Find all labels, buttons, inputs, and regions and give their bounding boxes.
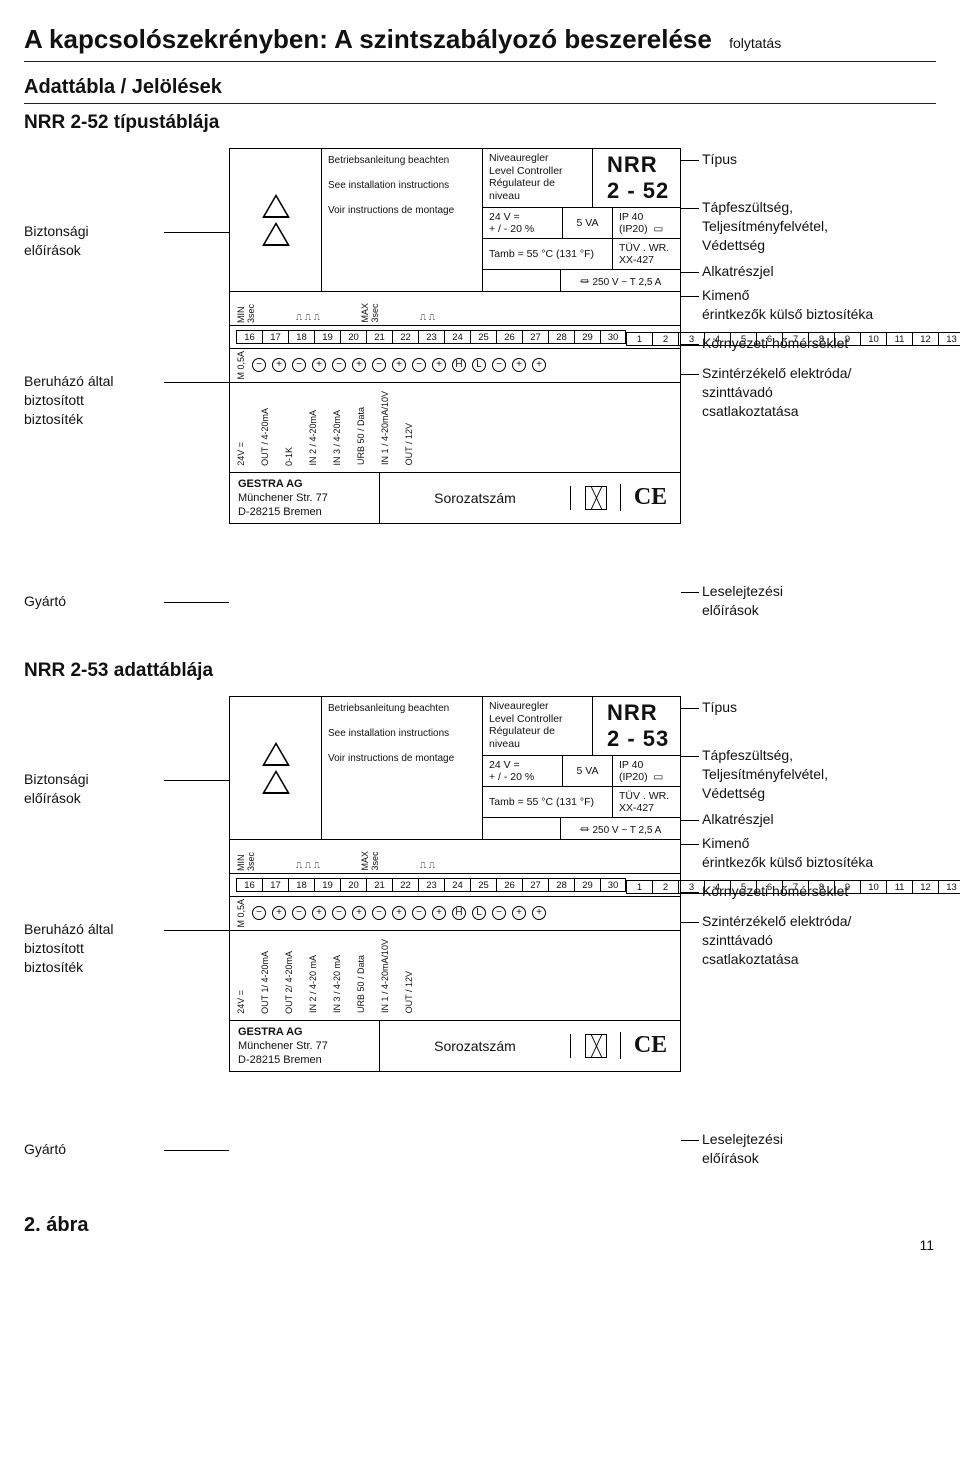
- serial-number: Sorozatszám: [380, 1030, 570, 1062]
- diagram: Betriebsanleitung beachtenSee installati…: [24, 690, 936, 1200]
- callout-left: Beruházó által biztosított biztosíték: [24, 920, 164, 977]
- callout-right: Leselejtezési előírások: [702, 1130, 932, 1168]
- tamb: Tamb = 55 °C (131 °F): [483, 239, 613, 269]
- callout-right: Típus: [702, 150, 932, 169]
- cert-number: TÜV . WR. XX-427: [613, 239, 680, 269]
- output-fuse: ⏛ 250 V ~ T 2,5 A: [560, 818, 680, 839]
- instructions-text: Betriebsanleitung beachtenSee installati…: [322, 149, 482, 291]
- page-number: 11: [919, 1237, 934, 1253]
- continued-label: folytatás: [729, 35, 781, 51]
- polarity-row: M 0,5A −+ −+ −+ −+ −+ HL −+ +: [230, 349, 680, 383]
- device-type: NiveaureglerLevel ControllerRégulateur d…: [483, 697, 593, 755]
- callout-right: Tápfeszültség, Teljesítményfelvétel, Véd…: [702, 746, 932, 803]
- callout-right: Kimenő érintkezők külső biztosítéka: [702, 286, 932, 324]
- weee-icon: [570, 486, 620, 510]
- ce-mark: CE: [620, 484, 680, 511]
- callout-right: Kimenő érintkezők külső biztosítéka: [702, 834, 932, 872]
- terminal-block: 1617181920212223242526272829301234567891…: [230, 326, 680, 349]
- callout-right: Környezeti hőmérséklet: [702, 334, 932, 353]
- callout-right: Szintérzékelő elektróda/ szinttávadó csa…: [702, 912, 932, 969]
- internal-fuse: M 0,5A: [236, 899, 246, 928]
- power: 5 VA: [563, 756, 613, 786]
- callout-left: Biztonsági előírások: [24, 222, 164, 260]
- model-number: NRR 2 - 53: [593, 697, 680, 755]
- subtitle: Adattábla / Jelölések: [24, 76, 936, 104]
- output-fuse: ⏛ 250 V ~ T 2,5 A: [560, 270, 680, 291]
- relay-symbols: MIN3sec⎍ ⎍ ⎍MAX3sec⎍ ⎍: [230, 292, 680, 326]
- callout-left: Gyártó: [24, 1140, 164, 1159]
- section-caption: NRR 2-53 adattáblája: [24, 660, 936, 682]
- instructions-text: Betriebsanleitung beachtenSee installati…: [322, 697, 482, 839]
- callout-right: Tápfeszültség, Teljesítményfelvétel, Véd…: [702, 198, 932, 255]
- voltage: 24 V = + / - 20 %: [483, 208, 563, 238]
- ip-rating: IP 40 (IP20) ▭: [613, 756, 680, 786]
- callout-right: Szintérzékelő elektróda/ szinttávadó csa…: [702, 364, 932, 421]
- weee-icon: [570, 1034, 620, 1058]
- ce-mark: CE: [620, 1032, 680, 1059]
- manufacturer: GESTRA AGMünchener Str. 77D-28215 Bremen: [230, 1021, 380, 1072]
- shock-icon: [262, 770, 290, 794]
- ip-rating: IP 40 (IP20) ▭: [613, 208, 680, 238]
- figure-caption: 2. ábra: [24, 1214, 936, 1237]
- terminal-block: 1617181920212223242526272829301234567891…: [230, 874, 680, 897]
- voltage: 24 V = + / - 20 %: [483, 756, 563, 786]
- tamb: Tamb = 55 °C (131 °F): [483, 787, 613, 817]
- page-title: A kapcsolószekrényben: A szintszabályozó…: [24, 24, 936, 62]
- warning-icon: [262, 742, 290, 766]
- callout-left: Beruházó által biztosított biztosíték: [24, 372, 164, 429]
- callout-left: Gyártó: [24, 592, 164, 611]
- shock-icon: [262, 222, 290, 246]
- model-number: NRR 2 - 52: [593, 149, 680, 207]
- nameplate: Betriebsanleitung beachtenSee installati…: [229, 148, 681, 524]
- callout-right: Környezeti hőmérséklet: [702, 882, 932, 901]
- warning-icon: [262, 194, 290, 218]
- serial-number: Sorozatszám: [380, 482, 570, 514]
- internal-fuse: M 0,5A: [236, 351, 246, 380]
- relay-symbols: MIN3sec⎍ ⎍ ⎍MAX3sec⎍ ⎍: [230, 840, 680, 874]
- callout-left: Biztonsági előírások: [24, 770, 164, 808]
- callout-right: Alkatrészjel: [702, 262, 932, 281]
- cert-number: TÜV . WR. XX-427: [613, 787, 680, 817]
- signal-labels: 24V =OUT 1/ 4-20mAOUT 2/ 4-20mAIN 2 / 4-…: [230, 931, 680, 1021]
- power: 5 VA: [563, 208, 613, 238]
- callout-right: Leselejtezési előírások: [702, 582, 932, 620]
- manufacturer: GESTRA AGMünchener Str. 77D-28215 Bremen: [230, 473, 380, 524]
- nameplate: Betriebsanleitung beachtenSee installati…: [229, 696, 681, 1072]
- section-caption: NRR 2-52 típustáblája: [24, 112, 936, 134]
- diagram: Betriebsanleitung beachtenSee installati…: [24, 142, 936, 652]
- device-type: NiveaureglerLevel ControllerRégulateur d…: [483, 149, 593, 207]
- polarity-row: M 0,5A −+ −+ −+ −+ −+ HL −+ +: [230, 897, 680, 931]
- callout-right: Típus: [702, 698, 932, 717]
- callout-right: Alkatrészjel: [702, 810, 932, 829]
- page-title-text: A kapcsolószekrényben: A szintszabályozó…: [24, 24, 712, 54]
- signal-labels: 24V =OUT / 4-20mA0-1KIN 2 / 4-20mAIN 3 /…: [230, 383, 680, 473]
